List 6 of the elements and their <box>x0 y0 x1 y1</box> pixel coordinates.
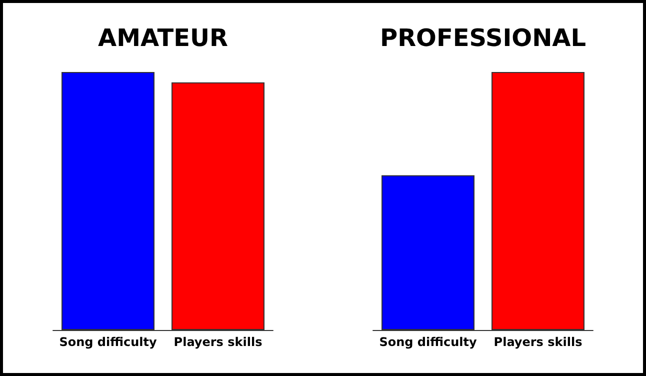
x-tick-label: Song difficulty <box>379 335 477 349</box>
chart-title: PROFESSIONAL <box>380 24 586 52</box>
x-tick-label: Players skills <box>174 335 262 349</box>
x-tick-label: Song difficulty <box>59 335 157 349</box>
x-tick-label: Players skills <box>494 335 582 349</box>
chart-title: AMATEUR <box>98 24 228 52</box>
